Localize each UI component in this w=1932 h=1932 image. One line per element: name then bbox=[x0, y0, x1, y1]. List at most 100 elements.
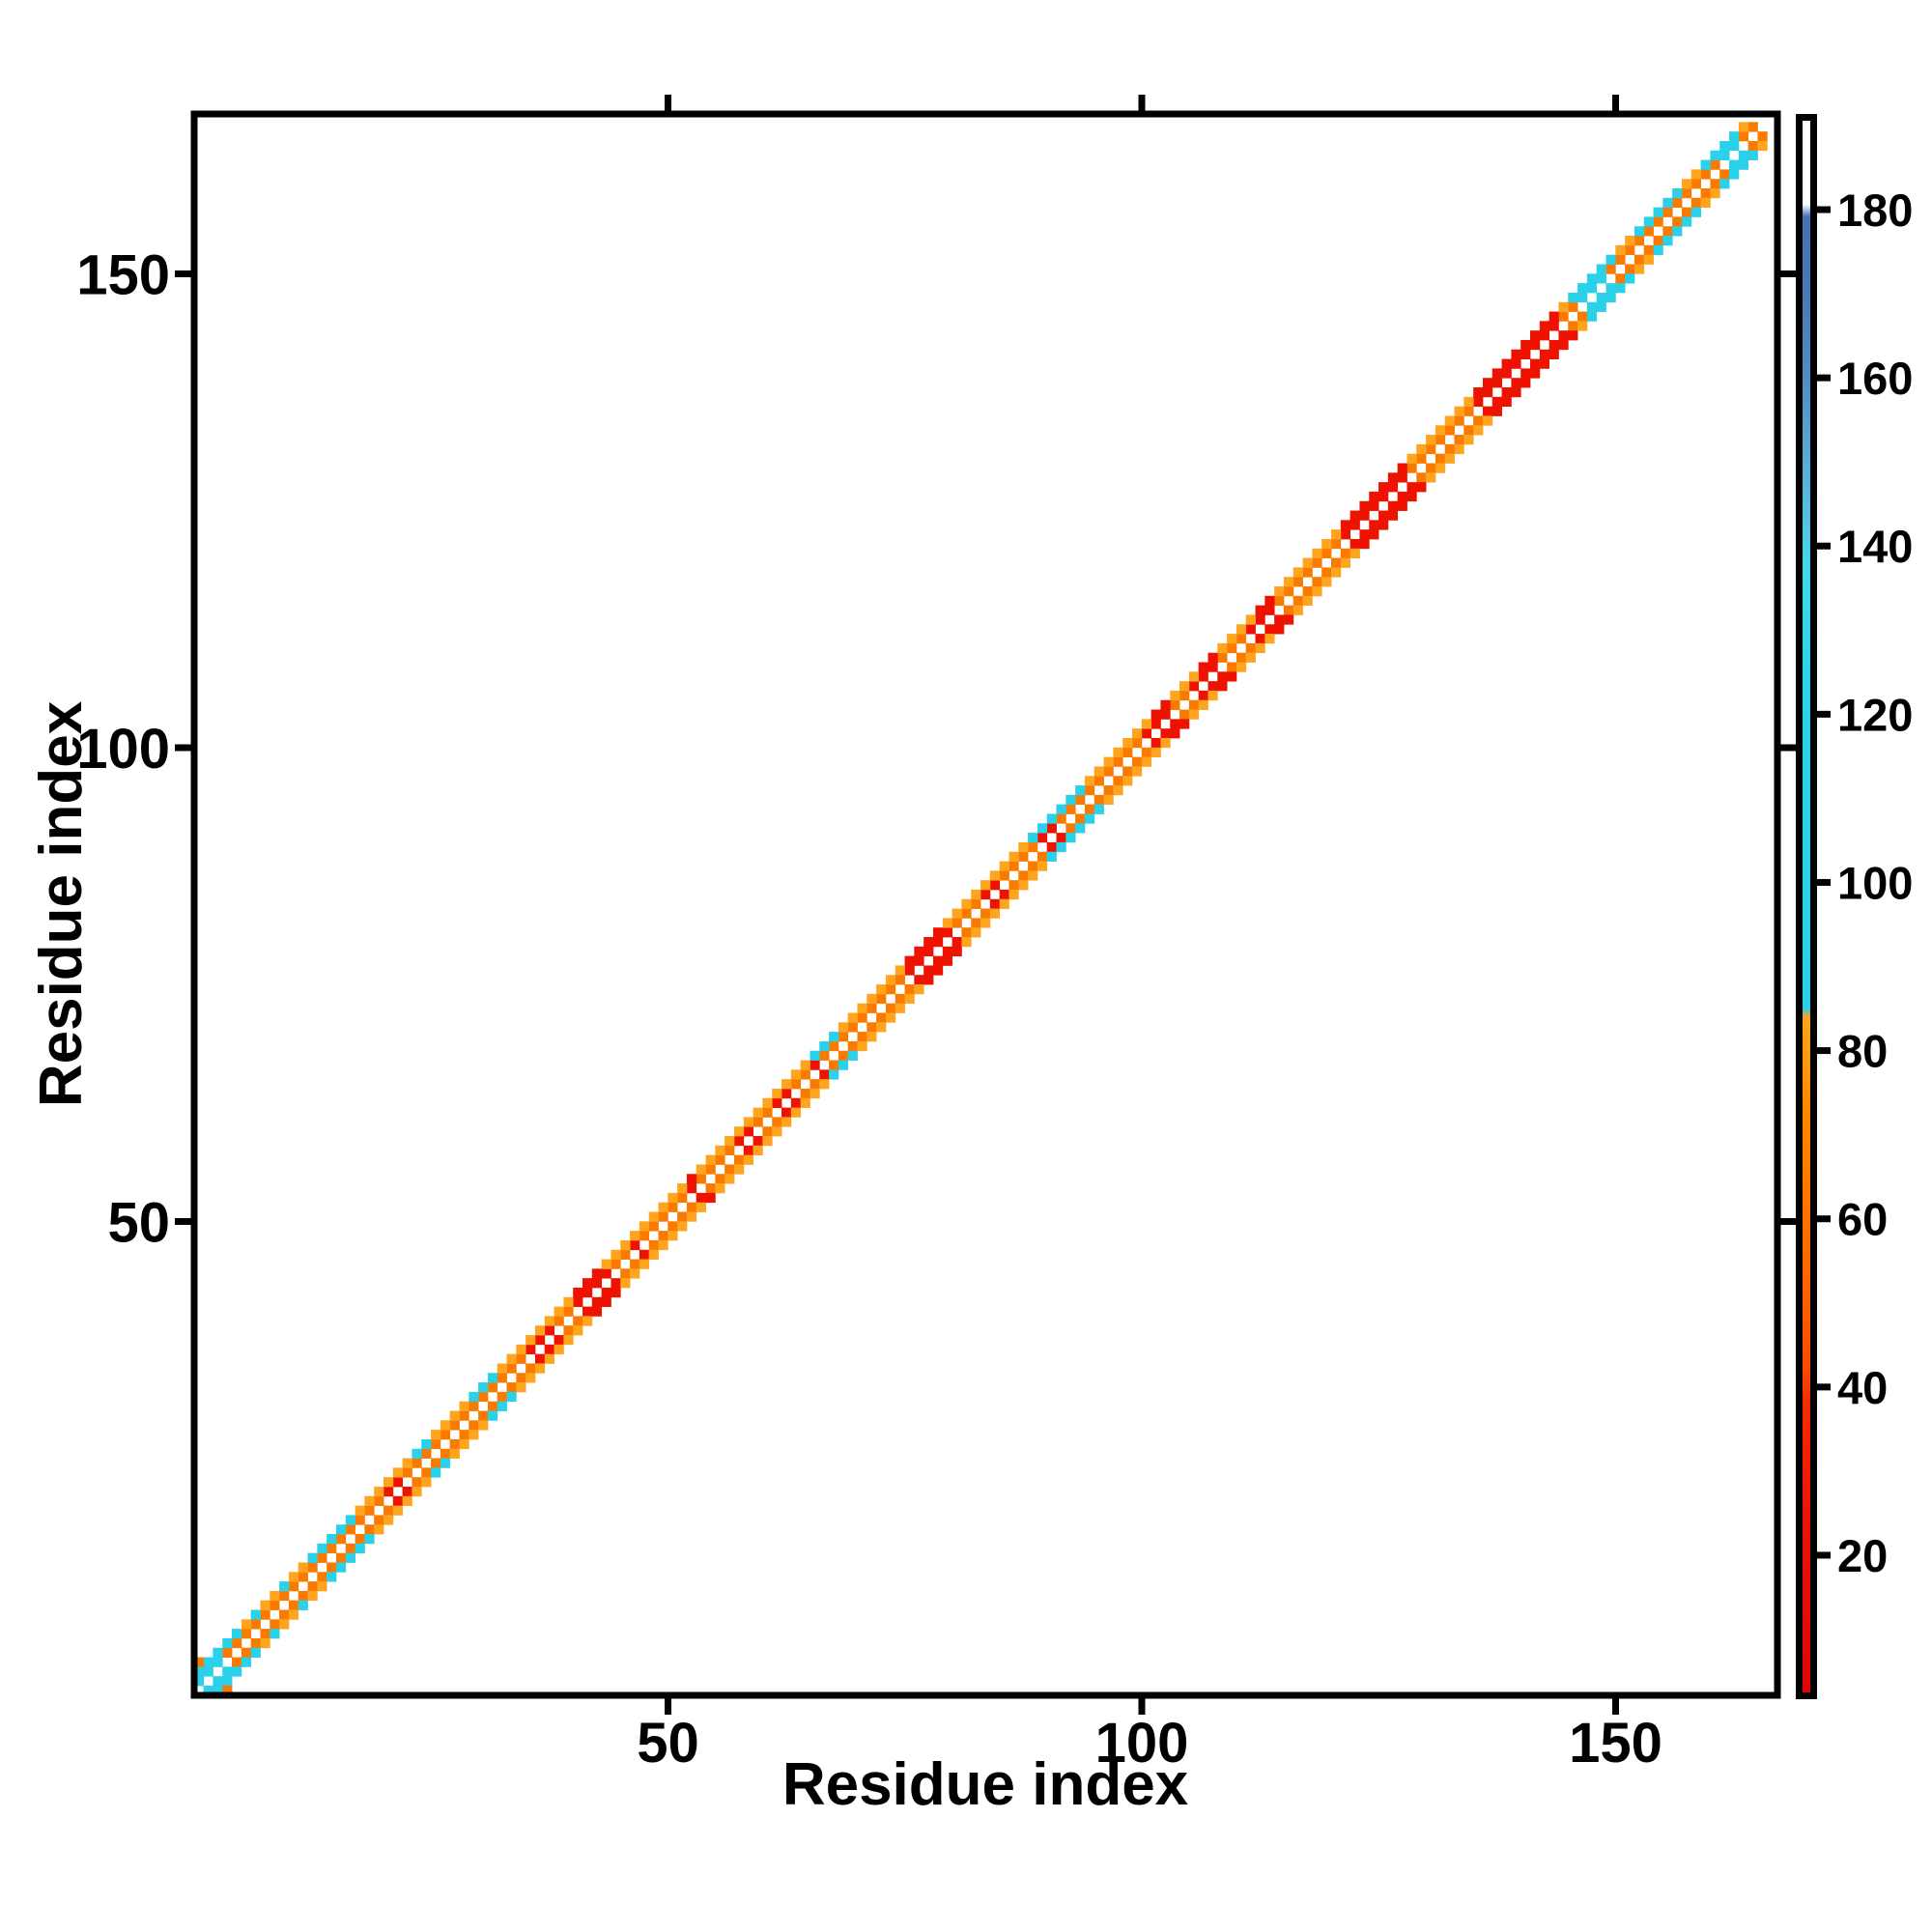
matrix-cell bbox=[601, 1268, 611, 1279]
matrix-cell bbox=[582, 1287, 593, 1298]
matrix-cell bbox=[1103, 766, 1114, 777]
matrix-cell bbox=[260, 1637, 270, 1649]
matrix-cell bbox=[384, 1515, 394, 1525]
matrix-cell bbox=[762, 1126, 773, 1137]
matrix-cell bbox=[1302, 595, 1313, 607]
matrix-cell bbox=[497, 1363, 507, 1374]
matrix-cell bbox=[1056, 804, 1066, 814]
matrix-cell bbox=[961, 898, 972, 909]
matrix-cell bbox=[213, 1685, 223, 1695]
matrix-cell bbox=[1170, 690, 1180, 701]
matrix-cell bbox=[781, 1107, 792, 1118]
matrix-cell bbox=[857, 1040, 867, 1052]
matrix-cell bbox=[469, 1430, 479, 1440]
matrix-cell bbox=[1350, 520, 1360, 530]
colorbar-tick-label: 120 bbox=[1837, 689, 1913, 740]
matrix-cell bbox=[554, 1335, 564, 1346]
matrix-cell bbox=[1568, 330, 1578, 341]
matrix-cell bbox=[971, 918, 981, 928]
matrix-cell bbox=[867, 1022, 877, 1033]
matrix-cell bbox=[222, 1647, 233, 1658]
matrix-cell bbox=[1558, 330, 1569, 341]
matrix-cell bbox=[327, 1534, 337, 1545]
matrix-cell bbox=[1198, 690, 1208, 701]
matrix-cell bbox=[705, 1183, 716, 1194]
matrix-cell bbox=[668, 1202, 678, 1212]
matrix-cell bbox=[838, 1022, 849, 1033]
matrix-cell bbox=[241, 1629, 252, 1639]
matrix-cell bbox=[1378, 520, 1389, 530]
matrix-cell bbox=[1435, 435, 1446, 445]
matrix-cell bbox=[1482, 378, 1493, 388]
matrix-cell bbox=[1131, 756, 1143, 767]
matrix-cell bbox=[819, 1040, 830, 1052]
matrix-cell bbox=[932, 955, 944, 966]
matrix-cell bbox=[544, 1325, 554, 1336]
matrix-cell bbox=[1037, 823, 1048, 834]
matrix-cell bbox=[999, 861, 1009, 871]
y-tick-label: 50 bbox=[107, 1192, 170, 1255]
matrix-cell bbox=[355, 1543, 365, 1554]
matrix-cell bbox=[1387, 472, 1399, 483]
matrix-cell bbox=[772, 1117, 782, 1127]
matrix-cell bbox=[573, 1287, 583, 1298]
matrix-cell bbox=[1208, 662, 1218, 672]
matrix-cell bbox=[942, 946, 952, 957]
matrix-cell bbox=[307, 1590, 318, 1602]
matrix-cell bbox=[715, 1174, 725, 1184]
matrix-cell bbox=[1596, 292, 1606, 303]
matrix-cell bbox=[374, 1524, 384, 1535]
matrix-cell bbox=[421, 1467, 432, 1478]
matrix-cell bbox=[288, 1572, 299, 1582]
matrix-cell bbox=[1075, 785, 1086, 796]
matrix-cell bbox=[1662, 226, 1673, 237]
matrix-cell bbox=[1359, 538, 1370, 550]
matrix-cell bbox=[980, 880, 991, 891]
matrix-cell bbox=[639, 1259, 650, 1269]
matrix-cell bbox=[819, 1079, 830, 1090]
matrix-cell bbox=[487, 1373, 498, 1383]
matrix-cell bbox=[250, 1609, 261, 1620]
matrix-cell bbox=[1227, 642, 1237, 654]
matrix-cell bbox=[1160, 699, 1171, 710]
matrix-cell bbox=[1548, 311, 1559, 322]
matrix-cell bbox=[1539, 321, 1550, 331]
matrix-cell bbox=[630, 1239, 640, 1251]
matrix-cell bbox=[1369, 520, 1379, 530]
matrix-cell bbox=[1369, 500, 1379, 511]
matrix-cell bbox=[1179, 690, 1190, 701]
matrix-cell bbox=[1131, 737, 1143, 749]
matrix-cell bbox=[563, 1296, 574, 1307]
matrix-cell bbox=[1131, 728, 1143, 739]
matrix-cell bbox=[1710, 188, 1720, 199]
matrix-cell bbox=[1084, 776, 1095, 786]
matrix-cell bbox=[1084, 804, 1095, 814]
matrix-cell bbox=[1141, 719, 1152, 729]
matrix-cell bbox=[364, 1524, 375, 1535]
matrix-cell bbox=[1586, 301, 1598, 312]
matrix-cell bbox=[1463, 435, 1474, 445]
colorbar-tick-label: 20 bbox=[1837, 1530, 1888, 1581]
matrix-cell bbox=[1492, 406, 1502, 416]
matrix-cell bbox=[829, 1032, 839, 1042]
plot-border bbox=[190, 110, 1781, 1699]
matrix-cell bbox=[449, 1420, 460, 1431]
matrix-cell bbox=[658, 1211, 668, 1222]
matrix-cell bbox=[857, 1032, 867, 1042]
matrix-cell bbox=[1454, 435, 1464, 445]
matrix-cell bbox=[648, 1239, 659, 1251]
matrix-cell bbox=[1018, 880, 1029, 891]
matrix-cell bbox=[1577, 311, 1588, 322]
matrix-cell bbox=[298, 1590, 308, 1602]
matrix-cell bbox=[1094, 776, 1104, 786]
matrix-cell bbox=[1520, 349, 1531, 359]
matrix-cell bbox=[1672, 226, 1683, 237]
matrix-cell bbox=[1378, 482, 1389, 493]
matrix-cell bbox=[1227, 662, 1237, 672]
matrix-cell bbox=[392, 1495, 404, 1506]
matrix-cell bbox=[1274, 624, 1285, 635]
matrix-cell bbox=[1018, 841, 1029, 853]
matrix-cell bbox=[914, 946, 924, 957]
matrix-cell bbox=[1046, 851, 1057, 862]
matrix-cell bbox=[705, 1154, 716, 1165]
